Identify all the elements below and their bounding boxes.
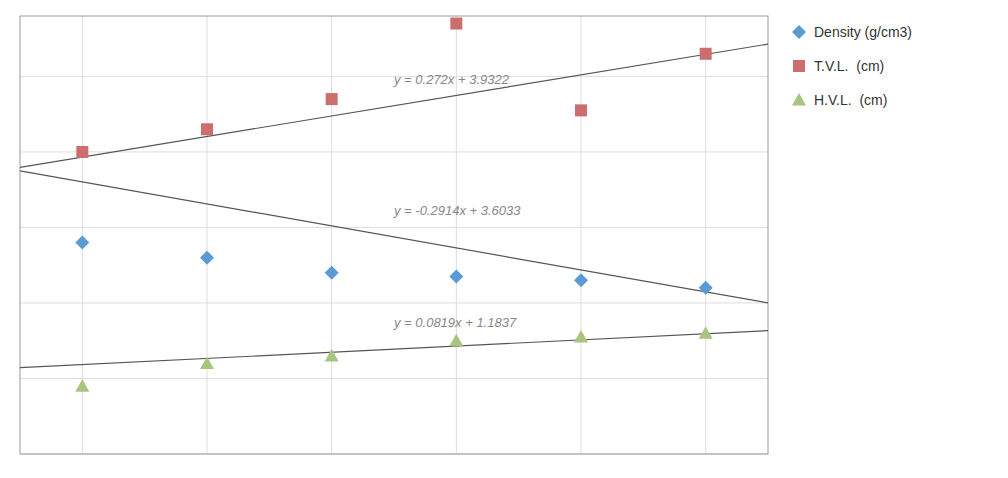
equation-label: y = -0.2914x + 3.6033 <box>393 203 521 218</box>
point <box>326 93 338 105</box>
point <box>200 356 214 369</box>
trend-line <box>20 171 768 303</box>
legend-label: T.V.L. (cm) <box>814 58 884 74</box>
point <box>449 270 463 284</box>
point <box>574 273 588 287</box>
x-grid-line <box>207 16 208 454</box>
point <box>75 236 89 250</box>
grid <box>20 16 768 454</box>
trend-line <box>20 44 768 167</box>
point <box>575 104 587 116</box>
trend-line <box>20 331 768 368</box>
y-grid-line <box>20 227 768 228</box>
equation-label: y = 0.0819x + 1.1837 <box>393 315 517 330</box>
equation-label: y = 0.272x + 3.9322 <box>393 72 510 87</box>
point <box>200 251 214 265</box>
point <box>699 326 713 339</box>
legend: Density (g/cm3) T.V.L. (cm) H.V.L. (cm) <box>792 24 912 108</box>
legend-marker <box>793 60 805 72</box>
x-grid-line <box>705 16 706 454</box>
x-grid-line <box>331 16 332 454</box>
point <box>325 349 339 362</box>
y-grid-line <box>20 302 768 303</box>
plot-area <box>20 18 768 392</box>
point <box>574 330 588 343</box>
point <box>449 334 463 347</box>
point <box>76 146 88 158</box>
point <box>700 48 712 60</box>
chart: y = -0.2914x + 3.6033 y = 0.272x + 3.9322… <box>0 0 1008 478</box>
plot-frame <box>20 16 768 454</box>
point <box>201 123 213 135</box>
series-points <box>76 18 711 158</box>
legend-label: H.V.L. (cm) <box>814 92 887 108</box>
legend-marker <box>792 25 806 39</box>
x-grid-line <box>581 16 582 454</box>
point <box>450 18 462 30</box>
point <box>75 379 89 392</box>
legend-label: Density (g/cm3) <box>814 24 912 40</box>
legend-marker <box>792 93 806 106</box>
point <box>699 281 713 295</box>
point <box>325 266 339 280</box>
y-grid-line <box>20 378 768 379</box>
series-points <box>75 326 712 391</box>
series-points <box>75 236 712 295</box>
y-grid-line <box>20 151 768 152</box>
